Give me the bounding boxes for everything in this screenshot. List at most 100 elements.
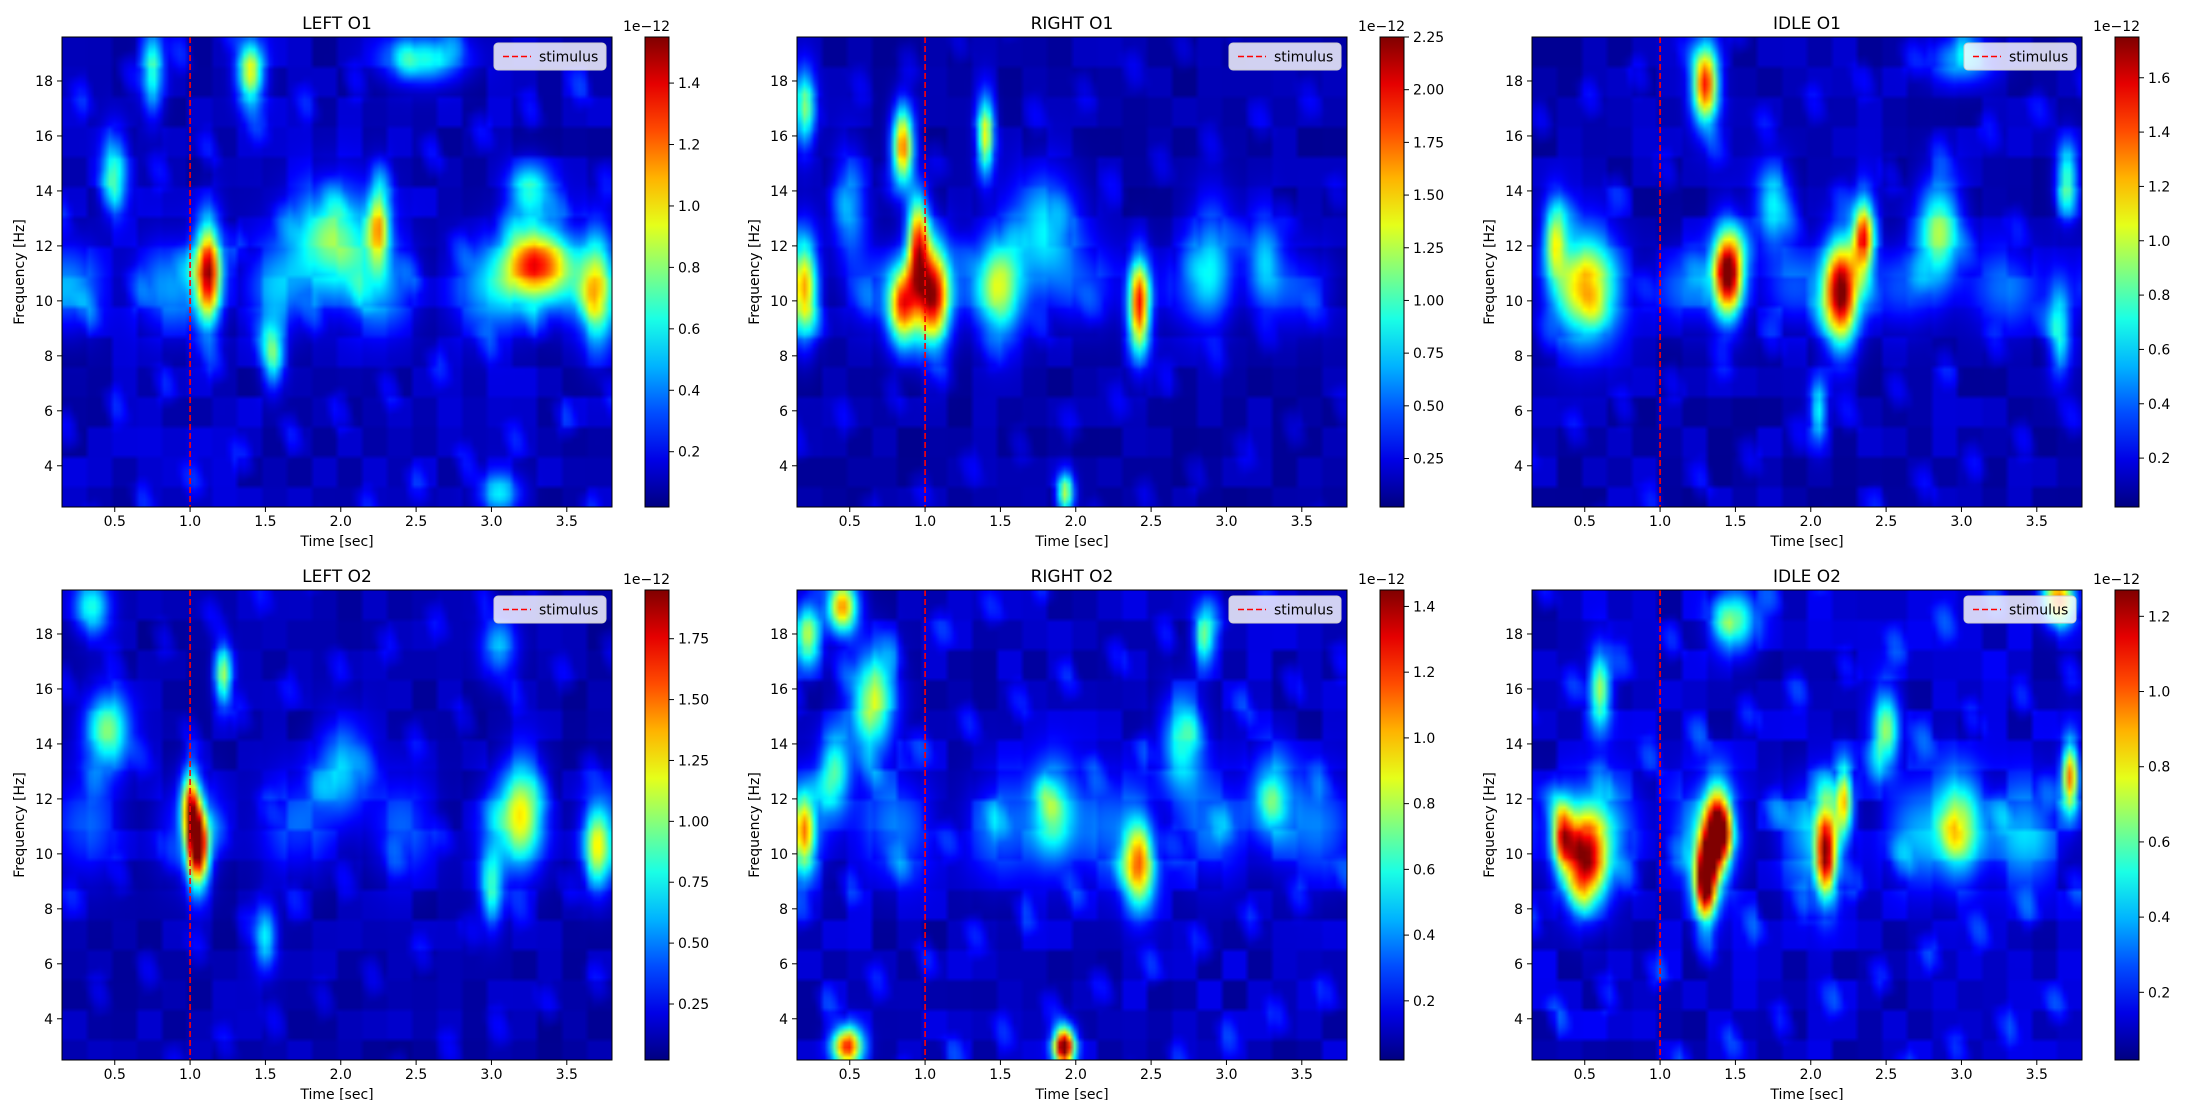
x-tick-label: 2.5 [1140,1067,1162,1083]
colorbar-tick-label: 1.2 [2148,179,2170,195]
y-tick-label: 10 [770,847,788,863]
x-tick-label: 2.0 [330,514,352,530]
colorbar-exponent: 1e−12 [2093,19,2140,35]
colorbar-tick-label: 0.75 [1413,346,1444,362]
y-tick-label: 12 [35,239,53,255]
legend: stimulus [1228,595,1342,624]
y-axis-label: Frequency [Hz] [12,219,28,325]
y-tick-label: 18 [770,627,788,643]
colorbar-tick-label: 1.4 [2148,125,2170,141]
y-tick-label: 16 [770,682,788,698]
y-tick-label: 8 [1514,349,1523,365]
colorbar: 0.2 0.4 0.6 0.8 1.0 1.2 1.4 1.6 1e−12 [2093,19,2170,508]
x-tick-label: 3.5 [2026,514,2048,530]
legend-entry: stimulus [1274,50,1333,66]
x-tick-label: 1.0 [914,1067,936,1083]
x-axis-label: Time [sec] [1034,534,1108,550]
x-tick-label: 0.5 [839,514,861,530]
x-axis-label: Time [sec] [1769,534,1843,550]
x-tick-label: 2.0 [1800,1067,1822,1083]
legend-entry: stimulus [2009,603,2068,619]
x-tick-label: 0.5 [1574,1067,1596,1083]
x-tick-label: 3.5 [556,1067,578,1083]
y-tick-label: 10 [1505,847,1523,863]
y-tick-label: 18 [1505,74,1523,90]
x-tick-label: 3.0 [1215,1067,1237,1083]
colorbar-exponent: 1e−12 [1358,572,1405,588]
y-tick-label: 12 [1505,792,1523,808]
y-tick-label: 10 [770,294,788,310]
plot-frame [61,589,613,1061]
y-tick-label: 4 [44,459,53,475]
colorbar-tick-label: 0.4 [2148,910,2170,926]
x-tick-label: 3.0 [1950,514,1972,530]
x-tick-label: 2.5 [405,1067,427,1083]
x-tick-label: 1.0 [1649,1067,1671,1083]
plot-frame [796,589,1348,1061]
colorbar-tick-label: 0.8 [2148,288,2170,304]
y-tick-label: 16 [35,682,53,698]
legend: stimulus [1963,595,2077,624]
legend-box [1963,595,2077,624]
colorbar-tick-label: 1.00 [678,814,709,830]
x-tick-label: 2.0 [1065,514,1087,530]
y-axis-label: Frequency [Hz] [747,219,763,325]
x-tick-label: 3.0 [1950,1067,1972,1083]
legend-entry: stimulus [2009,50,2068,66]
legend: stimulus [1963,42,2077,71]
colorbar-tick-label: 0.8 [678,260,700,276]
legend-box [1228,42,1342,71]
y-tick-label: 10 [1505,294,1523,310]
colorbar-tick-label: 1.75 [1413,135,1444,151]
y-tick-label: 10 [35,294,53,310]
heatmap-image [62,37,612,507]
colorbar-tick-label: 0.75 [678,875,709,891]
x-tick-label: 1.5 [254,1067,276,1083]
y-tick-label: 6 [44,404,53,420]
y-tick-label: 18 [35,74,53,90]
plot-frame [796,36,1348,508]
x-axis-label: Time [sec] [1769,1087,1843,1100]
x-tick-label: 1.5 [1724,514,1746,530]
heatmap-image [1532,590,2082,1060]
y-tick-label: 16 [770,129,788,145]
heatmap-image [797,590,1347,1060]
x-tick-label: 3.0 [480,514,502,530]
x-tick-label: 2.5 [1875,514,1897,530]
y-tick-label: 12 [770,792,788,808]
spectrogram-panel: 0.5 1.0 1.5 2.0 2.5 3.0 3.5 4 6 8 10 12 14 16 18 LEFT O… [12,567,709,1100]
y-tick-label: 6 [1514,404,1523,420]
x-tick-label: 3.0 [480,1067,502,1083]
colorbar-tick-label: 1.0 [1413,731,1435,747]
y-tick-label: 12 [1505,239,1523,255]
x-axis-label: Time [sec] [1034,1087,1108,1100]
legend-box [1963,42,2077,71]
x-tick-label: 3.5 [556,514,578,530]
x-tick-label: 0.5 [1574,514,1596,530]
colorbar-tick-label: 0.50 [1413,399,1444,415]
colorbar-tick-label: 1.2 [1413,665,1435,681]
y-tick-label: 12 [35,792,53,808]
heatmap-image [797,37,1347,507]
legend-box [1228,595,1342,624]
y-tick-label: 8 [779,902,788,918]
chart-title: IDLE O1 [1773,14,1841,34]
y-tick-label: 14 [770,737,788,753]
y-tick-label: 18 [1505,627,1523,643]
chart-title: LEFT O1 [302,14,372,34]
colorbar-tick-label: 2.00 [1413,83,1444,99]
y-axis-label: Frequency [Hz] [747,772,763,878]
x-axis-label: Time [sec] [299,534,373,550]
legend-entry: stimulus [539,50,598,66]
x-tick-label: 2.0 [1065,1067,1087,1083]
colorbar-tick-label: 0.4 [2148,397,2170,413]
colorbar-tick-label: 1.0 [2148,234,2170,250]
y-tick-label: 18 [35,627,53,643]
colorbar: 0.2 0.4 0.6 0.8 1.0 1.2 1.4 1e−12 [1358,572,1435,1061]
colorbar-scale [2114,36,2140,508]
y-tick-label: 4 [44,1012,53,1028]
y-tick-label: 4 [779,1012,788,1028]
colorbar-scale [1379,589,1405,1061]
colorbar-tick-label: 0.50 [678,936,709,952]
